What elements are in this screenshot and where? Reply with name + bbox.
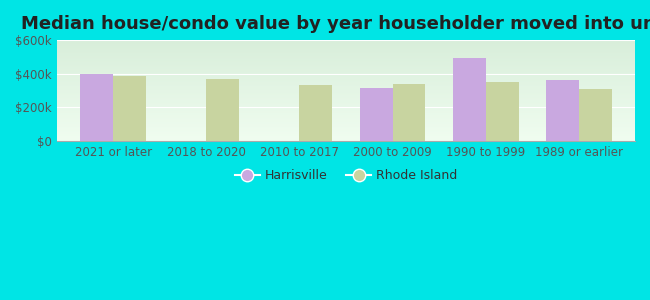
Bar [393,84,425,141]
Bar [453,58,486,141]
Bar [113,76,146,141]
Bar [360,88,393,141]
Legend: Harrisville, Rhode Island: Harrisville, Rhode Island [229,164,462,188]
Bar [300,85,332,141]
Bar [486,82,519,141]
Bar [81,74,113,141]
Title: Median house/condo value by year householder moved into unit: Median house/condo value by year househo… [21,15,650,33]
Bar [547,80,579,141]
Bar [579,89,612,141]
Bar [206,79,239,141]
